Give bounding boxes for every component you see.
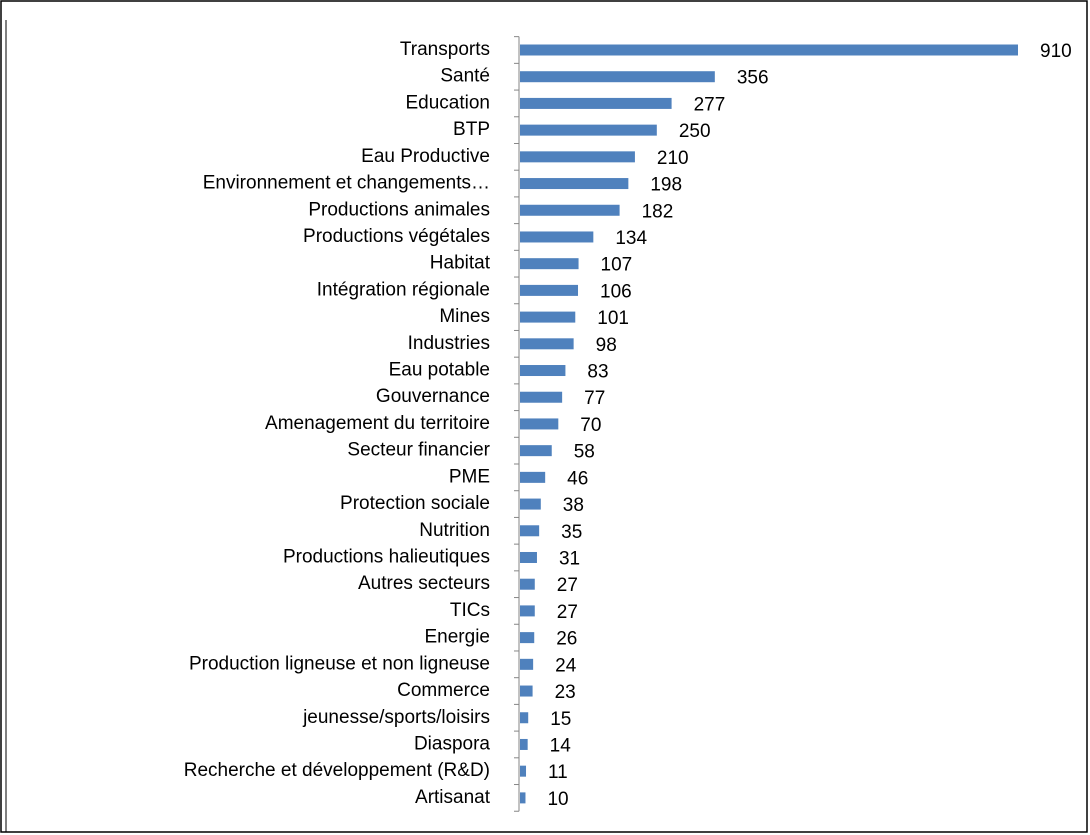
value-label: 24 xyxy=(555,655,577,676)
category-label: Productions halieutiques xyxy=(283,547,490,568)
value-label: 46 xyxy=(567,468,588,489)
bar xyxy=(520,632,535,644)
bar xyxy=(520,124,657,136)
bar xyxy=(520,365,566,377)
category-label: Energie xyxy=(425,627,491,648)
value-label: 70 xyxy=(580,415,601,436)
bar xyxy=(520,498,541,510)
bar xyxy=(520,685,533,697)
bar xyxy=(520,765,527,777)
value-label: 198 xyxy=(650,175,682,196)
bar xyxy=(520,258,579,270)
category-label: Artisanat xyxy=(415,787,491,808)
value-label: 26 xyxy=(556,629,577,650)
bar xyxy=(520,44,1018,56)
value-label: 83 xyxy=(587,362,608,383)
value-label: 107 xyxy=(601,255,633,276)
value-label: 58 xyxy=(574,442,595,463)
value-label: 98 xyxy=(596,335,617,356)
value-label: 77 xyxy=(584,388,605,409)
category-label: Transports xyxy=(400,39,490,60)
bar xyxy=(520,391,563,403)
category-label: Nutrition xyxy=(419,520,490,541)
bar xyxy=(520,204,620,216)
category-label: BTP xyxy=(453,119,490,140)
category-label: Production ligneuse et non ligneuse xyxy=(189,653,490,674)
bar xyxy=(520,151,635,163)
category-label: Industries xyxy=(408,333,490,354)
value-label: 15 xyxy=(550,709,571,730)
bar xyxy=(520,551,537,563)
category-label: Commerce xyxy=(397,680,490,701)
bar xyxy=(520,178,629,190)
bar xyxy=(520,231,594,243)
bar xyxy=(520,578,535,590)
bar xyxy=(520,658,534,670)
value-label: 35 xyxy=(561,522,582,543)
category-label: Recherche et développement (R&D) xyxy=(184,760,490,781)
category-label: TICs xyxy=(450,600,490,621)
value-label: 101 xyxy=(597,308,629,329)
category-label: Autres secteurs xyxy=(358,573,490,594)
bar xyxy=(520,418,559,430)
category-label: Protection sociale xyxy=(340,493,490,514)
category-label: Diaspora xyxy=(414,733,490,754)
bar xyxy=(520,338,574,350)
value-label: 277 xyxy=(694,94,726,115)
value-label: 11 xyxy=(548,762,568,783)
value-label: 27 xyxy=(557,575,578,596)
category-label: Productions animales xyxy=(308,199,490,220)
value-label: 182 xyxy=(642,201,674,222)
bar xyxy=(520,284,579,296)
value-label: 31 xyxy=(559,549,580,570)
value-label: 38 xyxy=(563,495,584,516)
category-label: Intégration régionale xyxy=(317,279,490,300)
category-label: Amenagement du territoire xyxy=(265,413,490,434)
bar xyxy=(520,792,526,804)
bar xyxy=(520,71,715,83)
category-label: Environnement et changements… xyxy=(203,173,490,194)
bar xyxy=(520,311,576,323)
bar xyxy=(520,525,540,537)
bar xyxy=(520,445,552,457)
value-label: 10 xyxy=(547,789,568,810)
category-label: jeunesse/sports/loisirs xyxy=(302,707,490,728)
category-label: Education xyxy=(405,92,490,113)
value-label: 14 xyxy=(550,735,572,756)
bar xyxy=(520,471,546,483)
bar xyxy=(520,712,529,724)
category-label: Productions végétales xyxy=(303,226,490,247)
category-label: Habitat xyxy=(430,253,491,274)
value-label: 134 xyxy=(615,228,647,249)
value-label: 106 xyxy=(600,281,632,302)
category-label: Gouvernance xyxy=(376,386,490,407)
category-label: Eau Productive xyxy=(361,146,490,167)
category-label: Eau potable xyxy=(389,360,490,381)
value-label: 210 xyxy=(657,148,689,169)
value-label: 910 xyxy=(1040,41,1072,62)
value-label: 23 xyxy=(555,682,576,703)
bar xyxy=(520,97,672,109)
value-label: 250 xyxy=(679,121,711,142)
category-label: Secteur financier xyxy=(347,440,490,461)
bar xyxy=(520,738,528,750)
category-label: PME xyxy=(449,466,490,487)
value-label: 356 xyxy=(737,68,769,89)
bar xyxy=(520,605,535,617)
value-label: 27 xyxy=(557,602,578,623)
category-label: Mines xyxy=(439,306,490,327)
category-label: Santé xyxy=(440,66,490,87)
